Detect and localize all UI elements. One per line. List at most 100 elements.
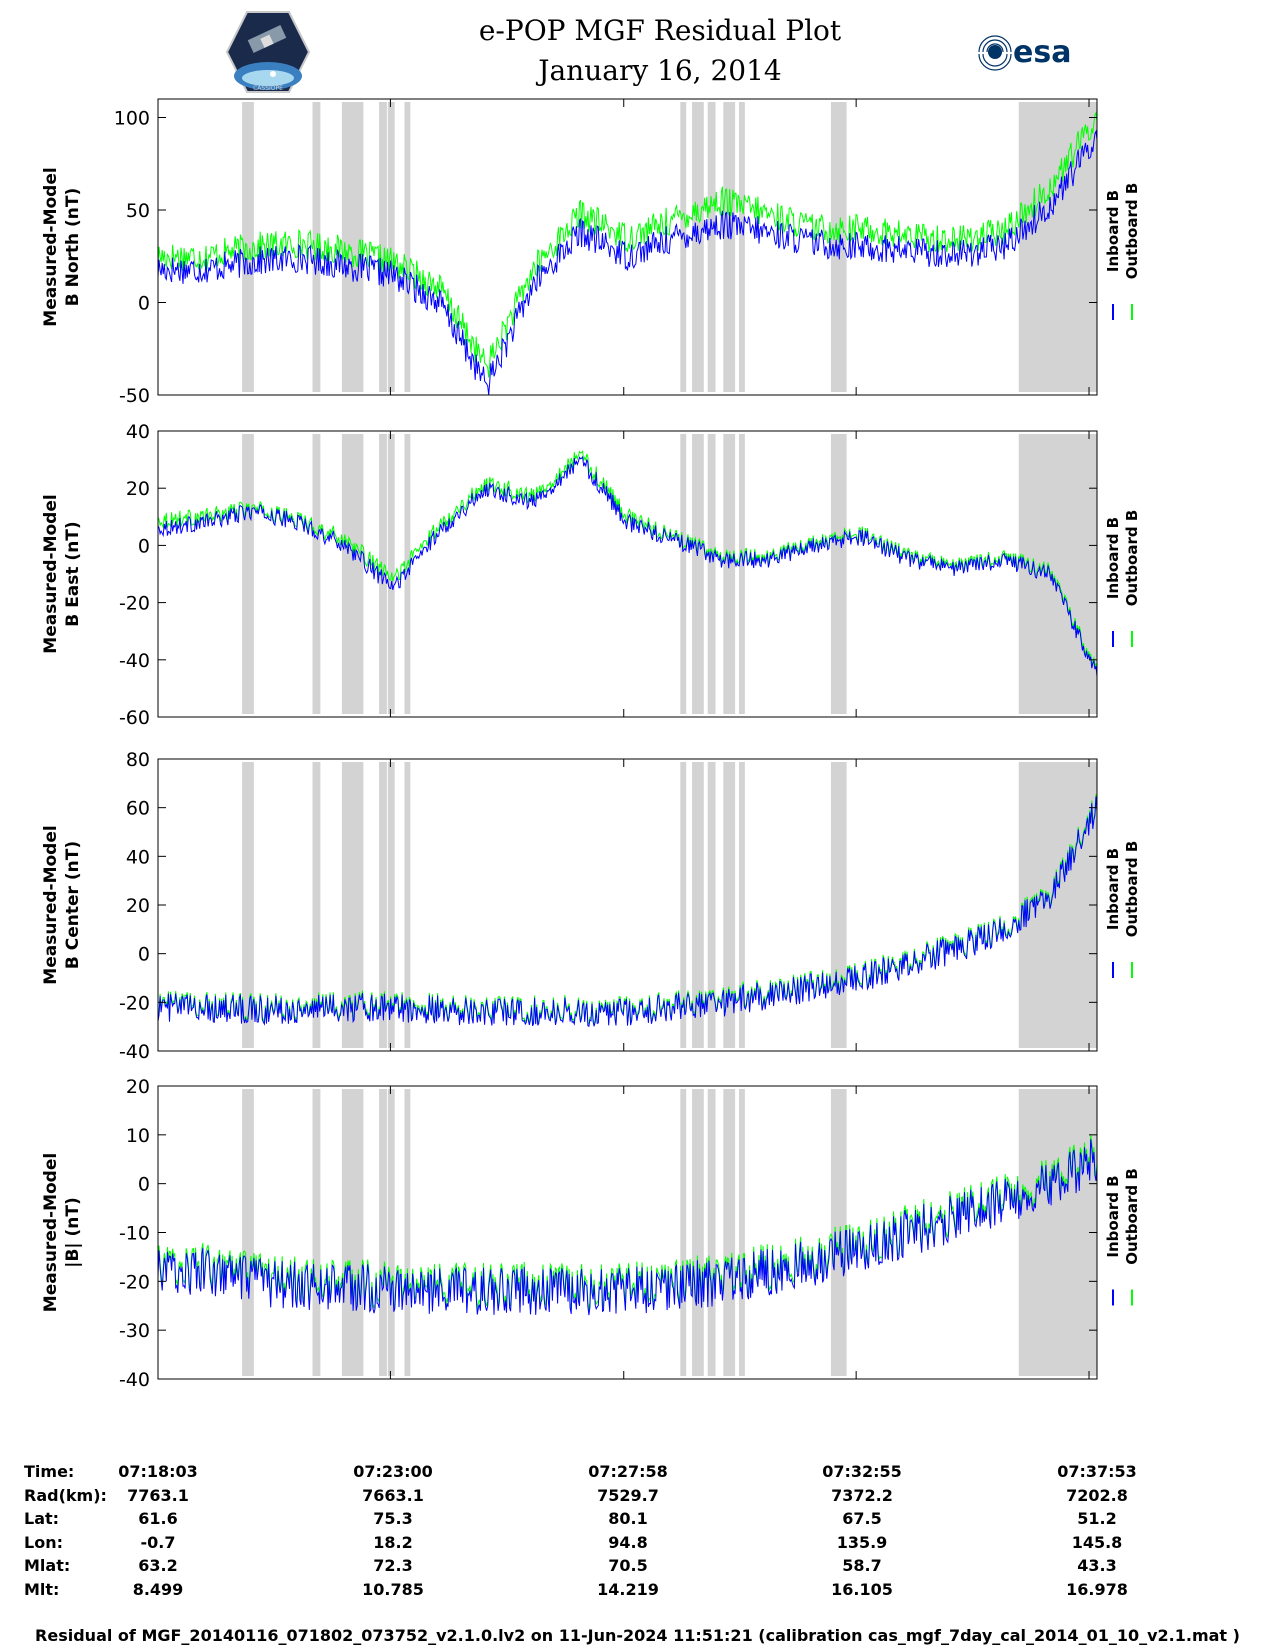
y-axis-label: Measured-Model B North (nT) xyxy=(41,167,83,326)
y-axis-label: Measured-Model |B| (nT) xyxy=(41,1153,83,1312)
y-tick-label: -40 xyxy=(119,650,150,672)
orbit-row-label: Mlat: xyxy=(24,1556,71,1575)
orbit-row-value: 94.8 xyxy=(608,1532,648,1552)
y-tick-label: -50 xyxy=(119,385,150,407)
orbit-row-value: 51.2 xyxy=(1077,1509,1117,1528)
shaded-interval xyxy=(379,762,387,1048)
y-tick-label: -20 xyxy=(119,593,150,615)
shaded-interval xyxy=(723,102,736,392)
shaded-interval xyxy=(680,762,687,1048)
esa-logo-text: esa xyxy=(1013,35,1071,70)
orbit-row-label: Time: xyxy=(24,1462,75,1481)
shaded-interval xyxy=(830,1089,847,1376)
shaded-interval xyxy=(723,1089,736,1376)
plot-frame xyxy=(157,430,1098,718)
shaded-interval xyxy=(404,1089,411,1376)
y-tick-label: 0 xyxy=(138,1174,150,1196)
orbit-row-value: 7763.1 xyxy=(127,1485,189,1505)
y-tick-label: 0 xyxy=(138,293,150,315)
orbit-row-value: 43.3 xyxy=(1077,1556,1117,1575)
y-tick-label: -60 xyxy=(119,707,150,729)
shaded-interval xyxy=(387,762,395,1048)
y-tick-label: 50 xyxy=(126,200,150,222)
plot-frame xyxy=(157,98,1098,396)
shaded-interval xyxy=(680,102,687,392)
shaded-interval xyxy=(312,762,321,1048)
shaded-interval xyxy=(404,102,411,392)
y-tick-label: 40 xyxy=(126,421,150,443)
y-tick-label: 0 xyxy=(138,535,150,557)
shaded-interval xyxy=(680,1089,687,1376)
orbit-row-value: 16.105 xyxy=(831,1579,893,1599)
orbit-row-value: 67.5 xyxy=(842,1509,882,1528)
y-tick-label: -40 xyxy=(119,1369,150,1391)
shaded-interval xyxy=(723,434,736,714)
orbit-row-value: 16.978 xyxy=(1066,1579,1128,1599)
y-tick-label: 100 xyxy=(114,108,150,130)
shaded-interval xyxy=(404,762,411,1048)
orbit-row-value: 10.785 xyxy=(362,1579,424,1599)
orbit-row-value: -0.7 xyxy=(140,1532,176,1552)
shaded-interval xyxy=(312,1089,321,1376)
shaded-interval xyxy=(387,102,395,392)
inboard-series-line xyxy=(157,455,1098,677)
shaded-interval xyxy=(341,1089,364,1376)
shaded-interval xyxy=(707,434,716,714)
shaded-interval xyxy=(707,762,716,1048)
orbit-row-value: 07:18:03 xyxy=(118,1462,198,1481)
outboard-series-line xyxy=(157,794,1098,1025)
shaded-interval xyxy=(680,434,687,714)
shaded-interval xyxy=(723,762,736,1048)
orbit-row-label: Rad(km): xyxy=(24,1485,107,1505)
orbit-row-value: 70.5 xyxy=(608,1556,648,1575)
footnote: Residual of MGF_20140116_071802_073752_v… xyxy=(35,1626,1240,1645)
orbit-row-label: Mlt: xyxy=(24,1579,60,1599)
orbit-row-value: 8.499 xyxy=(132,1579,184,1599)
legend-inboard-label: Inboard B xyxy=(1104,517,1122,599)
shaded-interval xyxy=(1018,762,1097,1048)
panel-2: -60 -40 -20 0 20 40 Measured-Model B East (nT) I… xyxy=(41,421,1141,729)
y-tick-label: 10 xyxy=(126,1125,150,1147)
orbit-row-value: 7663.1 xyxy=(362,1485,424,1505)
panel-1: -50 0 50 100 Measured-Model B North (nT) Inboa… xyxy=(41,98,1141,407)
y-axis-label: Measured-Model B Center (nT) xyxy=(41,825,83,984)
page-subtitle: January 16, 2014 xyxy=(538,54,782,87)
y-tick-label: 20 xyxy=(126,1076,150,1098)
shaded-interval xyxy=(379,1089,387,1376)
cassiope-mission-logo: CASSIOPE xyxy=(225,11,311,93)
orbit-row-value: 72.3 xyxy=(373,1556,413,1575)
esa-logo: esa xyxy=(978,35,1071,71)
y-tick-label: -20 xyxy=(119,992,150,1014)
orbit-row-value: 07:32:55 xyxy=(822,1462,902,1481)
legend-inboard-label: Inboard B xyxy=(1104,190,1122,272)
y-tick-label: 40 xyxy=(126,846,150,868)
orbit-row-value: 7529.7 xyxy=(597,1485,659,1505)
shaded-interval xyxy=(830,762,847,1048)
y-tick-label: 20 xyxy=(126,895,150,917)
orbit-row-value: 18.2 xyxy=(373,1532,413,1552)
shaded-interval xyxy=(387,1089,395,1376)
shaded-interval xyxy=(341,434,364,714)
y-tick-label: -10 xyxy=(119,1223,150,1245)
orbit-row-value: 14.219 xyxy=(597,1579,659,1599)
orbit-row-value: 07:27:58 xyxy=(588,1462,668,1481)
shaded-interval xyxy=(341,762,364,1048)
orbit-info-table: Time: 07:18:03 07:23:00 07:27:58 07:32:55 07:… xyxy=(0,1462,1275,1622)
outboard-series-line xyxy=(157,111,1098,378)
orbit-row-value: 80.1 xyxy=(608,1509,648,1528)
panel-4: -40 -30 -20 -10 0 10 20 Measured-Model |B| (nT) I… xyxy=(41,1076,1141,1391)
orbit-row-value: 7372.2 xyxy=(831,1485,893,1505)
shaded-interval xyxy=(739,434,745,714)
orbit-row-label: Lon: xyxy=(24,1532,63,1552)
outboard-series-line xyxy=(157,450,1098,674)
panel-3: -40 -20 0 20 40 60 80 Measured-Model B Center (n… xyxy=(41,749,1141,1063)
plot-frame xyxy=(157,758,1098,1052)
shaded-interval xyxy=(739,1089,745,1376)
page-title: e-POP MGF Residual Plot xyxy=(478,14,842,47)
orbit-row-value: 63.2 xyxy=(138,1556,178,1575)
orbit-row-value: 135.9 xyxy=(836,1532,888,1552)
shaded-interval xyxy=(242,762,254,1048)
orbit-row-value: 61.6 xyxy=(138,1509,178,1528)
shaded-interval xyxy=(830,434,847,714)
legend-outboard-label: Outboard B xyxy=(1123,183,1141,280)
